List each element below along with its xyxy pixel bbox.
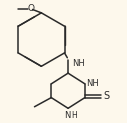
Text: N: N	[64, 111, 70, 120]
Text: NH: NH	[72, 59, 85, 68]
Text: O: O	[27, 4, 34, 13]
Text: S: S	[103, 92, 109, 101]
Text: NH: NH	[86, 79, 99, 88]
Text: H: H	[71, 111, 77, 120]
